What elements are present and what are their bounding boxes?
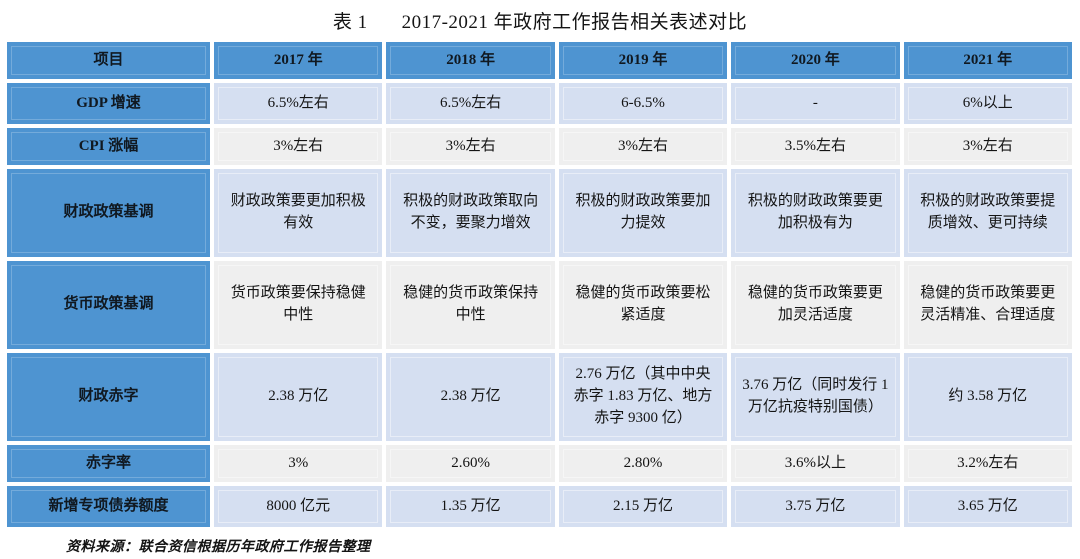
table-cell: 2.80% — [558, 445, 728, 482]
column-header-2021: 2021 年 — [903, 42, 1072, 79]
table-cell: 2.15 万亿 — [558, 486, 728, 527]
table-title: 表 1 2017-2021 年政府工作报告相关表述对比 — [0, 0, 1080, 34]
table-cell: 3.65 万亿 — [903, 486, 1072, 527]
table-number: 表 1 — [332, 12, 368, 33]
table-cell: 3%左右 — [386, 128, 555, 165]
row-label-special-bond-quota: 新增专项债券额度 — [7, 486, 210, 527]
comparison-table: 项目 2017 年 2018 年 2019 年 2020 年 2021 年 GD… — [7, 42, 1072, 527]
table-cell: 3.76 万亿（同时发行 1 万亿抗疫特别国债） — [731, 353, 900, 441]
table-cell: 财政政策要更加积极有效 — [214, 169, 383, 257]
table-cell: 3% — [214, 445, 383, 482]
table-cell: 稳健的货币政策保持中性 — [386, 261, 555, 349]
table-cell: 3.2%左右 — [903, 445, 1072, 482]
column-header-2018: 2018 年 — [386, 42, 555, 79]
table-cell: 3.5%左右 — [731, 128, 900, 165]
table-cell: 积极的财政政策要更加积极有为 — [731, 169, 900, 257]
row-label-monetary-policy: 货币政策基调 — [7, 261, 210, 349]
table-cell: 8000 亿元 — [214, 486, 383, 527]
table-cell: 积极的财政政策取向不变，要聚力增效 — [386, 169, 555, 257]
table-cell: 2.76 万亿（其中中央赤字 1.83 万亿、地方赤字 9300 亿） — [558, 353, 728, 441]
row-label-fiscal-deficit: 财政赤字 — [7, 353, 210, 441]
table-cell: 3%左右 — [214, 128, 383, 165]
row-label-fiscal-policy: 财政政策基调 — [7, 169, 210, 257]
table-cell: 2.38 万亿 — [214, 353, 383, 441]
row-label-deficit-ratio: 赤字率 — [7, 445, 210, 482]
row-label-gdp-growth: GDP 增速 — [7, 83, 210, 124]
column-header-item: 项目 — [7, 42, 210, 79]
table-cell: 积极的财政政策要提质增效、更可持续 — [903, 169, 1072, 257]
table-cell: 2.60% — [386, 445, 555, 482]
table-cell: 3%左右 — [558, 128, 728, 165]
table-cell: 稳健的货币政策要更加灵活适度 — [731, 261, 900, 349]
table-cell: 3.75 万亿 — [731, 486, 900, 527]
table-cell: 6%以上 — [903, 83, 1072, 124]
column-header-2020: 2020 年 — [731, 42, 900, 79]
table-cell: 稳健的货币政策要松紧适度 — [558, 261, 728, 349]
table-cell: 约 3.58 万亿 — [903, 353, 1072, 441]
column-header-2019: 2019 年 — [558, 42, 728, 79]
table-cell: 3.6%以上 — [731, 445, 900, 482]
column-header-2017: 2017 年 — [214, 42, 383, 79]
table-cell: 货币政策要保持稳健中性 — [214, 261, 383, 349]
table-title-text: 2017-2021 年政府工作报告相关表述对比 — [401, 12, 748, 33]
table-cell: 1.35 万亿 — [386, 486, 555, 527]
table-cell: 2.38 万亿 — [386, 353, 555, 441]
table-cell: - — [731, 83, 900, 124]
table-cell: 6.5%左右 — [386, 83, 555, 124]
table-cell: 稳健的货币政策要更灵活精准、合理适度 — [903, 261, 1072, 349]
table-cell: 6.5%左右 — [214, 83, 383, 124]
row-label-cpi: CPI 涨幅 — [7, 128, 210, 165]
table-cell: 3%左右 — [903, 128, 1072, 165]
source-note: 资料来源：联合资信根据历年政府工作报告整理 — [66, 540, 371, 555]
table-cell: 积极的财政政策要加力提效 — [558, 169, 728, 257]
table-cell: 6-6.5% — [558, 83, 728, 124]
